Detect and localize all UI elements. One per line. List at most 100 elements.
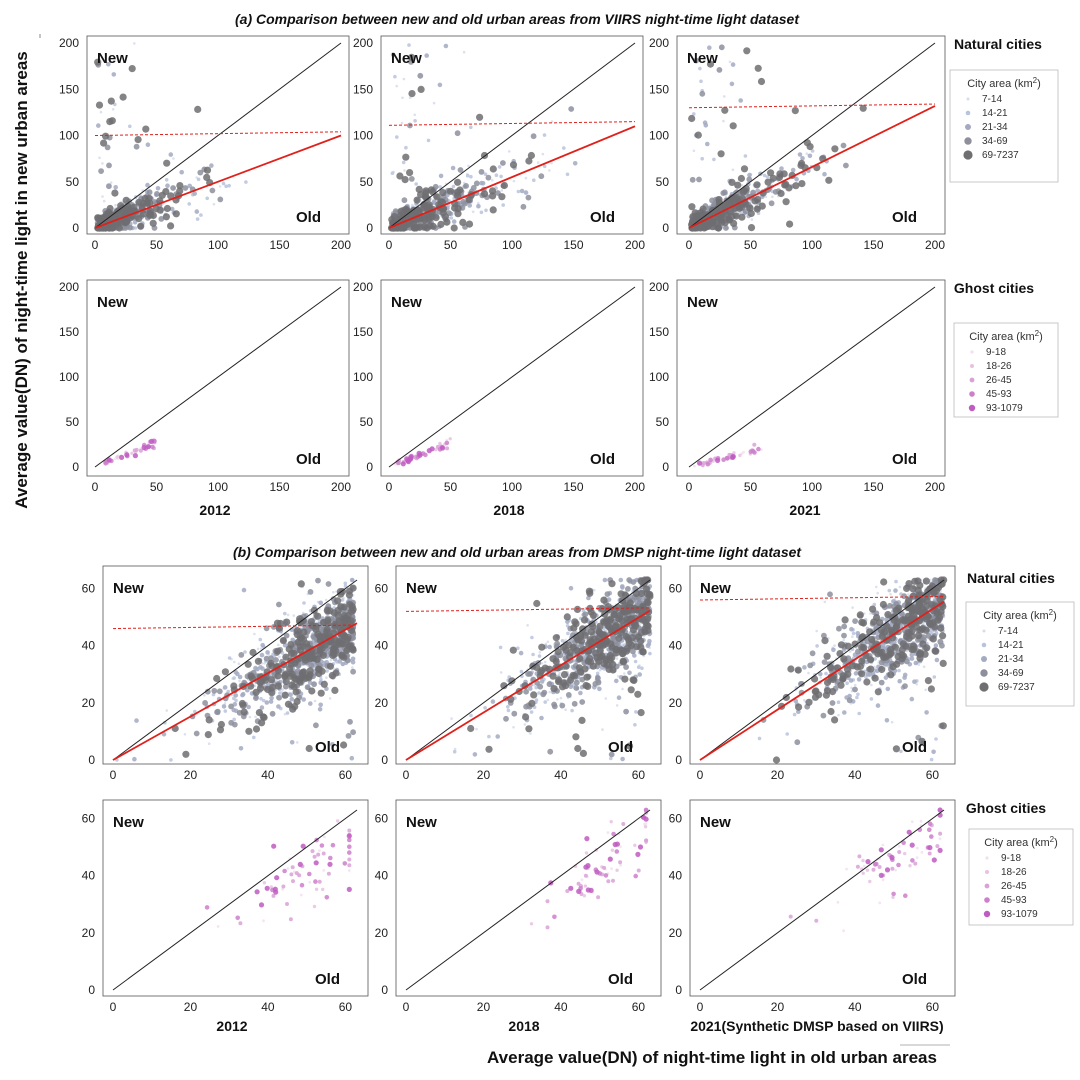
data-point (718, 218, 726, 226)
data-point (539, 715, 544, 721)
data-point (757, 77, 766, 86)
data-point (254, 657, 262, 665)
data-point (282, 683, 289, 690)
data-point (751, 197, 759, 205)
data-point (276, 601, 282, 608)
data-point (340, 741, 348, 749)
data-point (602, 577, 608, 583)
data-point (848, 650, 852, 653)
data-point (626, 742, 634, 750)
data-point (101, 162, 104, 165)
plot-area (94, 42, 342, 232)
x-tick-label: 0 (686, 238, 693, 252)
data-point (730, 219, 738, 227)
x-tick-label: 100 (502, 480, 522, 494)
y-tick-label: 20 (375, 696, 389, 710)
data-point (688, 114, 696, 123)
data-point (221, 668, 229, 676)
data-point (289, 740, 295, 745)
data-point (149, 219, 157, 227)
data-point (429, 446, 435, 452)
data-point (630, 676, 638, 685)
data-point (530, 133, 537, 140)
data-point (450, 717, 453, 720)
data-point (523, 723, 527, 726)
data-point (212, 202, 216, 206)
data-point (547, 748, 554, 755)
data-point (213, 674, 221, 683)
data-point (256, 678, 264, 686)
data-point (283, 632, 290, 639)
data-point (777, 189, 785, 198)
data-point (238, 652, 245, 658)
data-point (708, 457, 713, 463)
data-point (408, 454, 414, 460)
data-point (689, 176, 696, 183)
data-point (169, 206, 175, 212)
data-point (522, 713, 530, 721)
data-point (407, 43, 411, 47)
data-point (304, 684, 311, 691)
data-point (467, 724, 475, 733)
data-point (559, 702, 566, 709)
data-point (615, 634, 623, 642)
data-point (445, 446, 450, 451)
data-point (330, 644, 338, 652)
data-point (497, 165, 502, 169)
x-tick-label: 50 (744, 238, 758, 252)
legend-item-label: 9-18 (1001, 853, 1021, 864)
y-tick-label: 150 (59, 82, 79, 96)
threshold-line (112, 624, 358, 630)
data-point (549, 672, 557, 680)
data-point (156, 206, 164, 214)
plot-frame (676, 35, 946, 235)
data-point (194, 209, 200, 214)
data-point (534, 685, 538, 690)
data-point (527, 151, 536, 160)
data-point (815, 629, 818, 633)
legend-marker (968, 404, 976, 412)
data-point (752, 442, 757, 447)
data-point (232, 676, 236, 680)
data-point (467, 203, 473, 208)
data-point (898, 585, 902, 589)
data-point (620, 585, 625, 590)
data-point (807, 153, 813, 159)
data-point (340, 631, 348, 639)
data-point (343, 584, 348, 588)
data-point (203, 166, 212, 174)
data-point (516, 646, 520, 650)
x-tick-label: 150 (863, 480, 883, 494)
data-point (623, 664, 629, 670)
data-point (574, 636, 582, 644)
data-point (128, 65, 136, 73)
data-point (119, 454, 125, 460)
legend-marker (980, 669, 988, 677)
data-point (743, 47, 751, 55)
data-point (769, 174, 777, 182)
data-point (712, 157, 716, 162)
data-point (168, 152, 174, 157)
data-point (259, 652, 265, 658)
data-point (454, 178, 462, 186)
data-point (348, 626, 356, 635)
data-point (692, 112, 696, 116)
data-point (498, 645, 503, 650)
data-point (145, 142, 151, 147)
data-point (479, 210, 484, 215)
data-point (705, 461, 711, 467)
data-point (743, 154, 748, 158)
data-point (329, 658, 333, 662)
data-point (299, 635, 308, 644)
data-point (444, 440, 450, 446)
data-point (546, 698, 550, 702)
plot-area (94, 286, 342, 468)
y-tick-label: 0 (72, 221, 79, 235)
data-point (413, 196, 421, 204)
data-point (454, 210, 462, 218)
data-point (194, 105, 202, 113)
data-point (467, 164, 470, 168)
data-point (111, 189, 119, 197)
